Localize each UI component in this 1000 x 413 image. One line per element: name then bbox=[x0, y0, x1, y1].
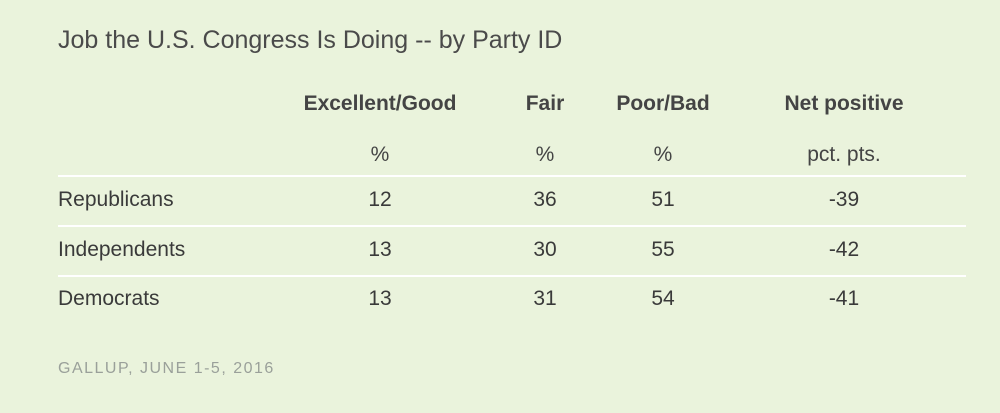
table-cell: 30 bbox=[533, 238, 557, 261]
table-cell: 13 bbox=[368, 287, 392, 310]
table-cell: 12 bbox=[368, 188, 392, 211]
column-unit: % bbox=[370, 143, 390, 166]
source-note: GALLUP, JUNE 1-5, 2016 bbox=[58, 360, 275, 377]
table-cell: 55 bbox=[651, 238, 675, 261]
column-header: Net positive bbox=[784, 92, 904, 115]
column-header: Excellent/Good bbox=[303, 92, 457, 115]
row-separator bbox=[58, 225, 966, 227]
table-cell: 31 bbox=[533, 287, 557, 310]
row-label: Independents bbox=[58, 238, 186, 261]
column-header: Fair bbox=[525, 92, 565, 115]
row-separator bbox=[58, 175, 966, 177]
table-cell: -42 bbox=[828, 238, 860, 261]
table-cell: 13 bbox=[368, 238, 392, 261]
row-separator bbox=[58, 275, 966, 277]
table-cell: 54 bbox=[651, 287, 675, 310]
row-label: Republicans bbox=[58, 188, 174, 211]
column-header: Poor/Bad bbox=[616, 92, 710, 115]
chart-title: Job the U.S. Congress Is Doing -- by Par… bbox=[58, 26, 563, 54]
table-cell: 36 bbox=[533, 188, 557, 211]
column-unit: % bbox=[535, 143, 555, 166]
row-label: Democrats bbox=[58, 287, 160, 310]
column-unit: % bbox=[653, 143, 673, 166]
table-cell: -41 bbox=[828, 287, 860, 310]
table-cell: -39 bbox=[828, 188, 860, 211]
column-unit: pct. pts. bbox=[807, 143, 881, 166]
table-cell: 51 bbox=[651, 188, 675, 211]
